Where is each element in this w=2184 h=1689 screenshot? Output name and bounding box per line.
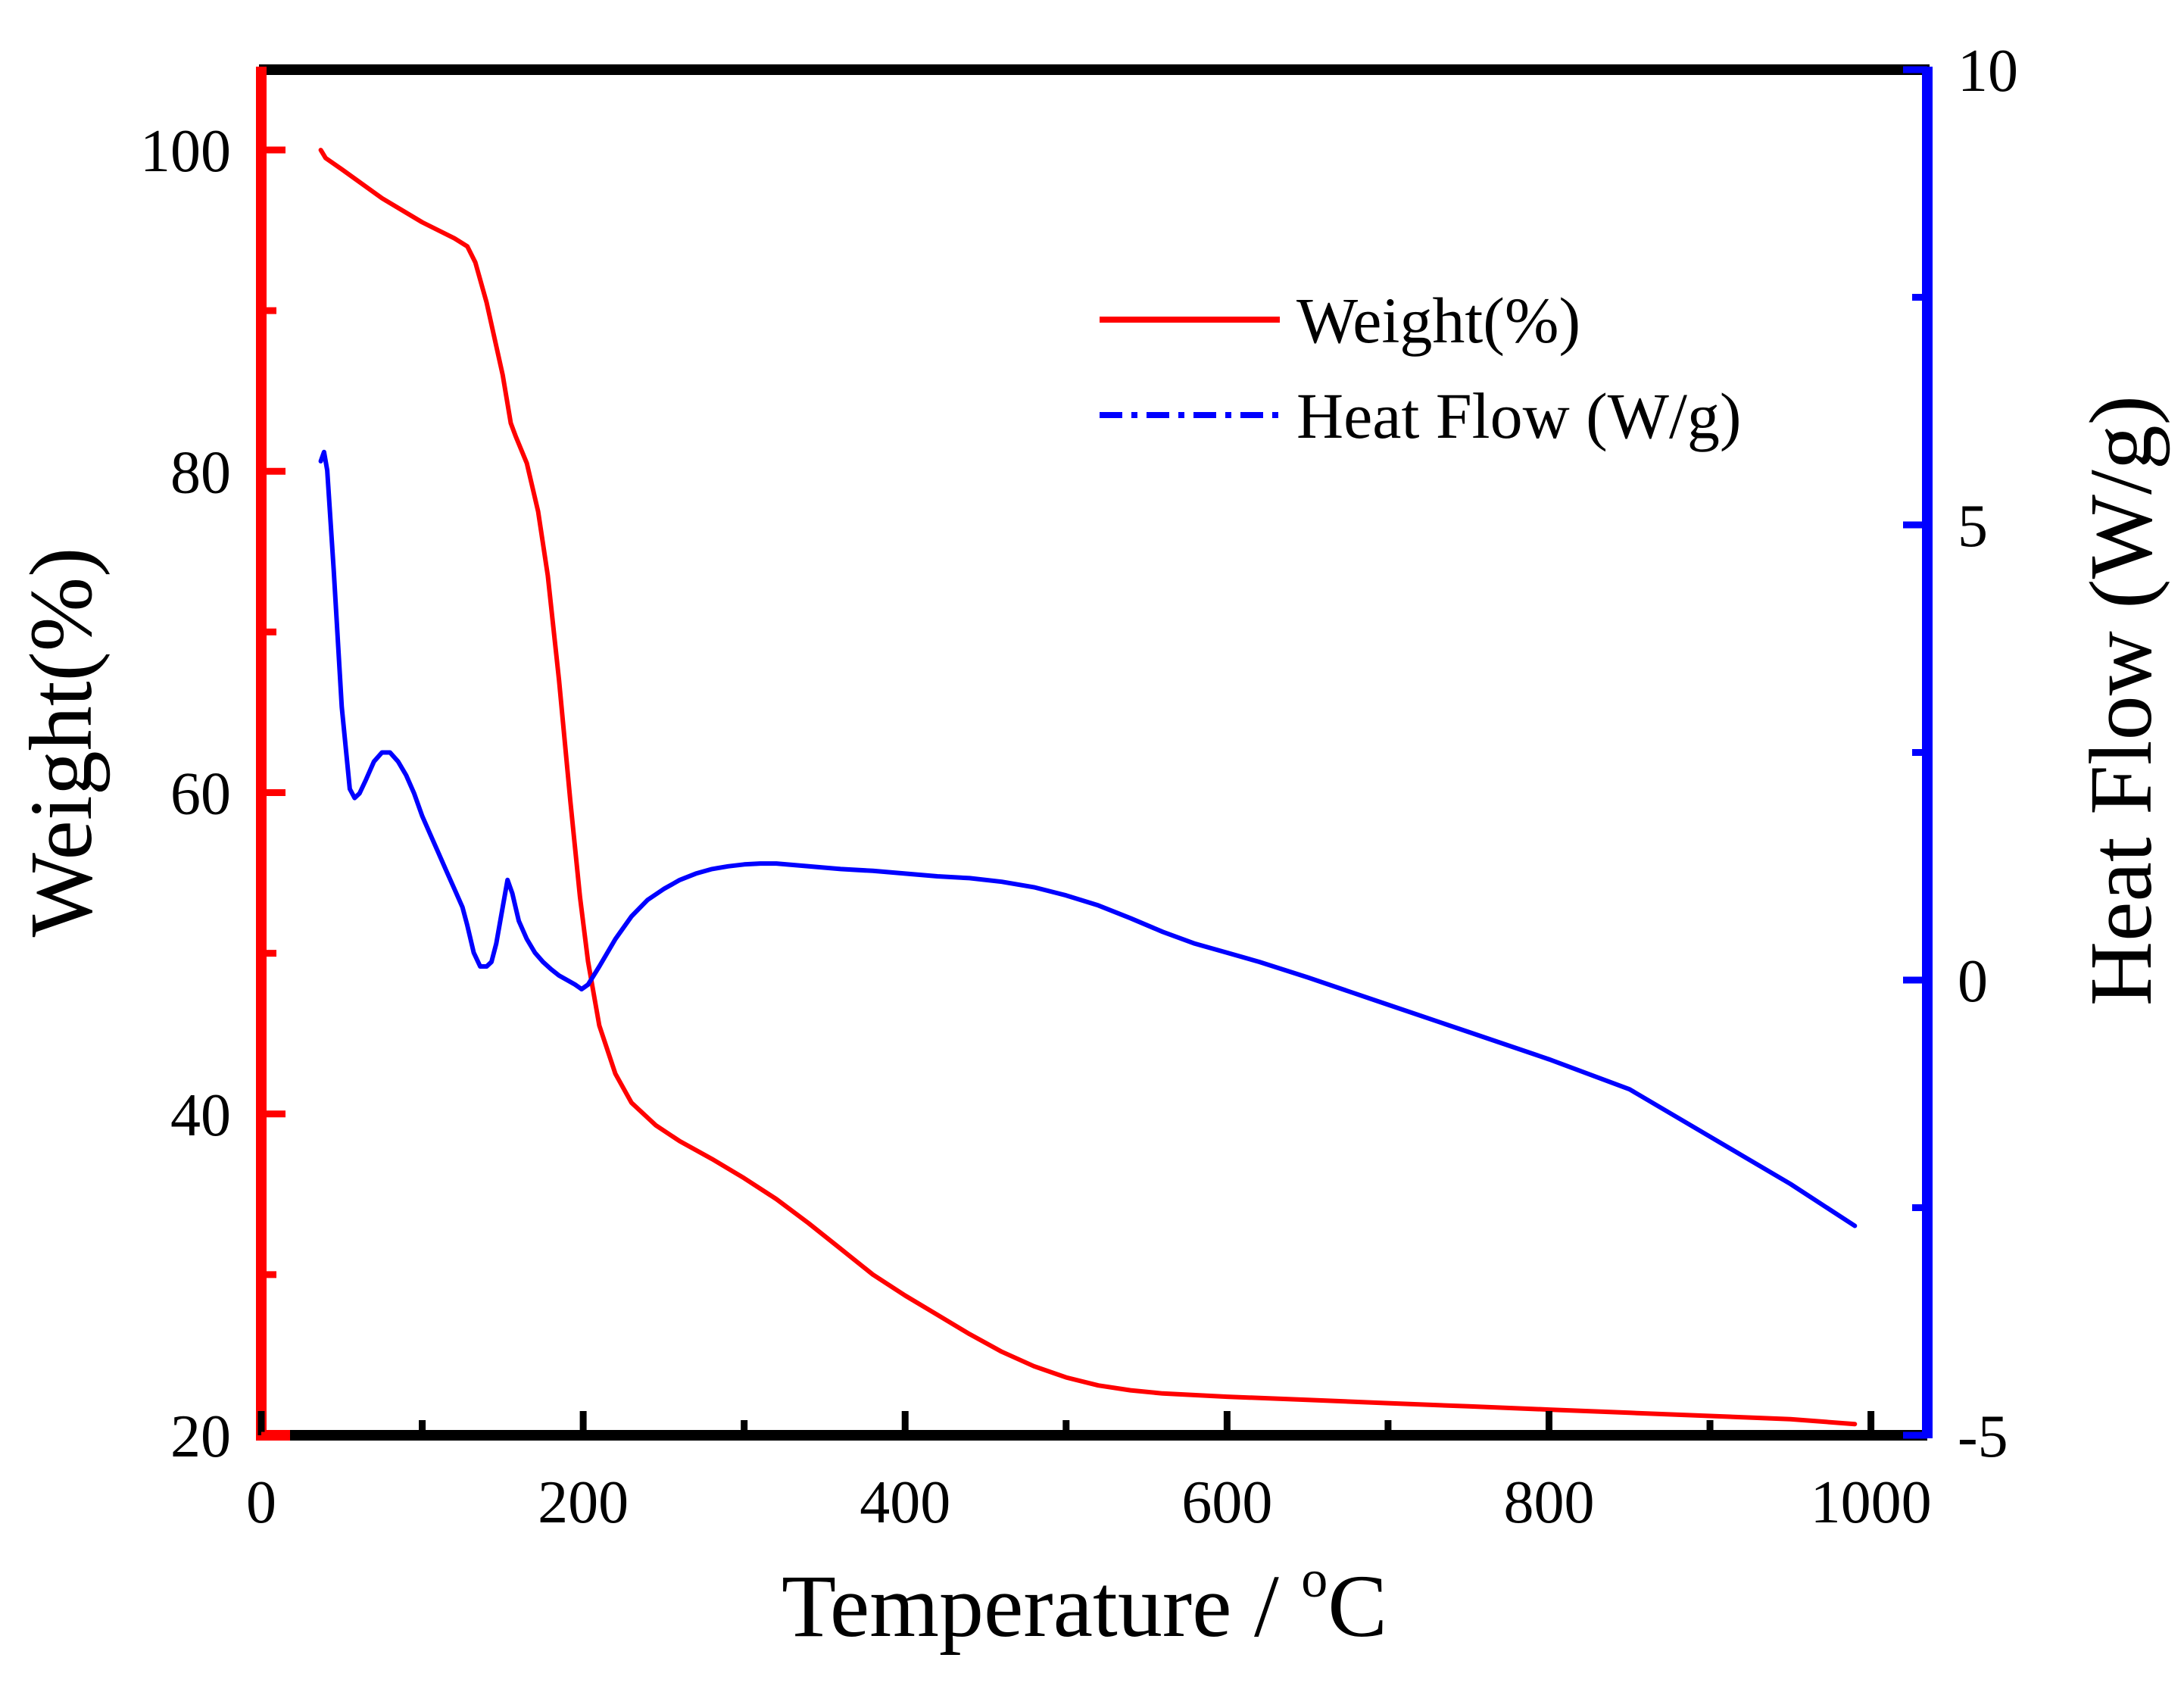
x-tick-label-800: 800 — [1503, 1469, 1594, 1536]
y-tick-label-40: 40 — [170, 1082, 231, 1149]
heat-flow-line — [318, 449, 1858, 1229]
legend: Weight(%) Heat Flow (W/g) — [1100, 284, 1742, 452]
y2-tick-label-5: 5 — [1958, 493, 1988, 560]
x-axis-title: Temperature / oC — [782, 1550, 1387, 1656]
y-tick-label-100: 100 — [140, 118, 231, 185]
y-axis-title: Weight(%) — [11, 548, 111, 938]
x-tick-label-0: 0 — [246, 1469, 276, 1536]
y-tick-label-20: 20 — [170, 1403, 231, 1470]
x-tick-label-400: 400 — [860, 1469, 950, 1536]
y-tick-label-80: 80 — [170, 439, 231, 506]
y2-tick-label-0: 0 — [1958, 948, 1988, 1015]
x-tick-label-1000: 1000 — [1811, 1469, 1932, 1536]
legend-label-heat-flow: Heat Flow (W/g) — [1296, 379, 1742, 452]
x-tick-label-200: 200 — [538, 1469, 629, 1536]
y2-tick-label--5: -5 — [1958, 1403, 2008, 1470]
weight-line — [318, 148, 1858, 1427]
x-axis-title-main: Temperature / — [782, 1556, 1301, 1656]
axes-layer — [256, 64, 1933, 1441]
y-tick-label-60: 60 — [170, 761, 231, 828]
x-axis-title-unit: C — [1328, 1556, 1387, 1656]
x-axis-title-degree: o — [1301, 1550, 1328, 1609]
x-tick-label-600: 600 — [1181, 1469, 1272, 1536]
series-layer — [318, 148, 1858, 1427]
text-layer: Temperature / oC Weight(%) Heat Flow (W/… — [11, 38, 2170, 1656]
y2-tick-label-10: 10 — [1958, 38, 2018, 105]
legend-label-weight: Weight(%) — [1296, 284, 1580, 357]
y2-axis-title: Heat Flow (W/g) — [2071, 395, 2170, 1006]
